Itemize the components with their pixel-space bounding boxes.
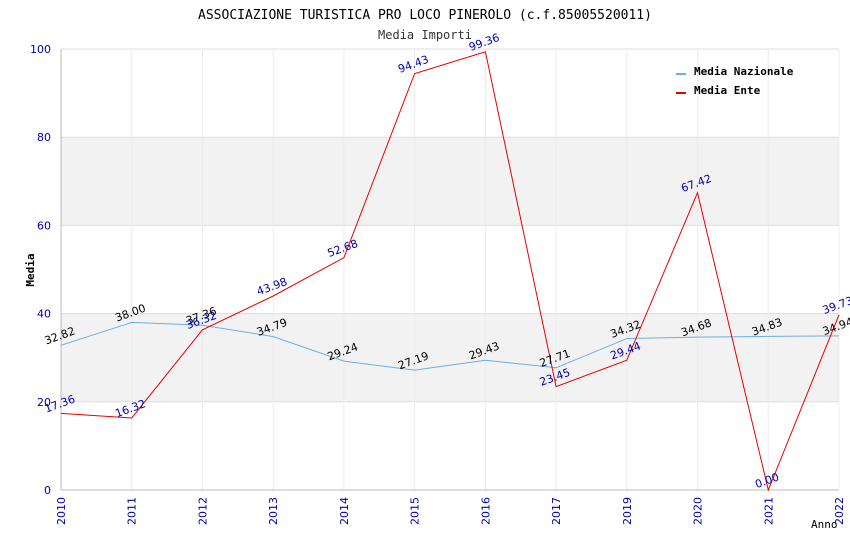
grid-band bbox=[61, 401, 839, 490]
grid-bands bbox=[61, 49, 839, 490]
x-tick-label: 2021 bbox=[762, 497, 775, 525]
grid-band bbox=[61, 137, 839, 226]
series-line bbox=[60, 51, 840, 492]
x-tick-label: 2014 bbox=[338, 497, 351, 525]
legend-label: Media Ente bbox=[694, 84, 761, 97]
x-tick-label: 2020 bbox=[692, 497, 705, 525]
axes bbox=[60, 49, 839, 491]
x-tick-label: 2017 bbox=[550, 497, 563, 525]
x-tick-label: 2022 bbox=[833, 497, 846, 525]
x-tick-label: 2015 bbox=[409, 497, 422, 525]
legend-label: Media Nazionale bbox=[694, 65, 794, 78]
grid-band bbox=[61, 49, 839, 138]
x-axis-label: Anno bbox=[811, 518, 838, 531]
y-axis-label: Media bbox=[24, 253, 37, 286]
y-tick-label: 40 bbox=[37, 308, 51, 321]
chart-subtitle: Media Importi bbox=[378, 28, 472, 42]
x-tick-label: 2016 bbox=[479, 497, 492, 525]
x-tick-labels: 2010 2011 2012 2013 2014 2015 2016 2017 2019 2020… bbox=[55, 497, 846, 525]
chart-title: ASSOCIAZIONE TURISTICA PRO LOCO PINEROLO… bbox=[198, 8, 652, 23]
y-tick-label: 100 bbox=[30, 43, 51, 56]
series-lines bbox=[60, 51, 840, 492]
y-tick-label: 60 bbox=[37, 219, 51, 232]
legend: Media Nazionale Media Ente bbox=[676, 65, 794, 97]
x-tick-label: 2013 bbox=[267, 497, 280, 525]
series-line bbox=[60, 321, 840, 371]
grid-band bbox=[61, 225, 839, 314]
x-tick-label: 2012 bbox=[196, 497, 209, 525]
y-tick-label: 80 bbox=[37, 131, 51, 144]
grid-lines bbox=[60, 48, 840, 491]
grid-band bbox=[61, 313, 839, 402]
y-tick-labels: 0 20 40 60 80 100 bbox=[30, 43, 51, 497]
y-tick-label: 20 bbox=[37, 396, 51, 409]
x-tick-label: 2011 bbox=[126, 497, 139, 525]
x-tick-label: 2019 bbox=[621, 497, 634, 525]
x-tick-label: 2010 bbox=[55, 497, 68, 525]
y-tick-label: 0 bbox=[44, 484, 51, 497]
